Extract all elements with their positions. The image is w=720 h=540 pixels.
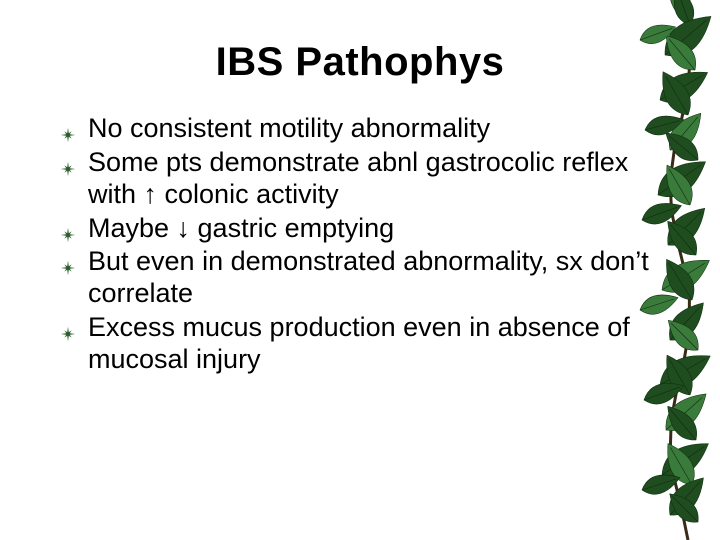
list-item: Maybe ↓ gastric emptying: [60, 213, 660, 245]
bullet-text: Excess mucus production even in absence …: [88, 312, 630, 374]
list-item: Excess mucus production even in absence …: [60, 312, 660, 376]
bullet-text: Some pts demonstrate abnl gastrocolic re…: [88, 147, 628, 209]
starburst-icon: [60, 252, 76, 268]
bullet-text: No consistent motility abnormality: [88, 113, 490, 143]
starburst-icon: [60, 119, 76, 135]
slide-title: IBS Pathophys: [60, 40, 660, 85]
bullet-text: But even in demonstrated abnormality, sx…: [88, 246, 649, 308]
starburst-icon: [60, 153, 76, 169]
list-item: Some pts demonstrate abnl gastrocolic re…: [60, 147, 660, 211]
bullet-list: No consistent motility abnormality Some …: [60, 113, 660, 376]
starburst-icon: [60, 318, 76, 334]
list-item: But even in demonstrated abnormality, sx…: [60, 246, 660, 310]
list-item: No consistent motility abnormality: [60, 113, 660, 145]
slide: IBS Pathophys No consistent motility abn…: [0, 0, 720, 540]
starburst-icon: [60, 219, 76, 235]
bullet-text: Maybe ↓ gastric emptying: [88, 213, 394, 243]
